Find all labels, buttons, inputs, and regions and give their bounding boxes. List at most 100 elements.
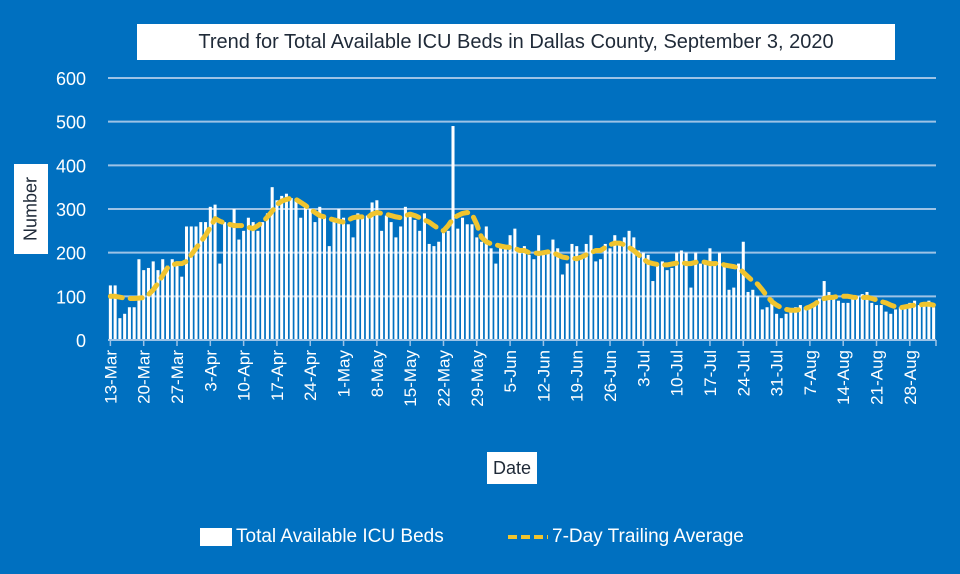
y-axis-label-box: Number [14, 164, 48, 254]
bar [751, 289, 755, 340]
x-tick-label: 22-May [434, 350, 453, 407]
bar [480, 241, 484, 340]
bar [865, 291, 869, 340]
bar [251, 222, 255, 340]
x-tick-label: 17-Jul [701, 350, 720, 396]
bar [346, 224, 350, 340]
bar [522, 246, 526, 340]
legend-bar-swatch [200, 528, 232, 546]
x-tick-label: 13-Mar [101, 350, 120, 404]
bar [908, 302, 912, 340]
bar [337, 209, 341, 340]
bar [413, 219, 417, 340]
bar [518, 250, 522, 340]
bar [798, 305, 802, 340]
bar [327, 246, 331, 340]
bar [170, 259, 174, 340]
bar [889, 313, 893, 340]
bar [556, 248, 560, 340]
y-tick-label: 500 [56, 113, 86, 133]
x-tick-label: 3-Jul [634, 350, 653, 387]
bar [570, 243, 574, 340]
bar [855, 296, 860, 340]
bar [670, 267, 674, 340]
bar [694, 252, 698, 340]
bar [470, 224, 474, 340]
bar [541, 254, 545, 340]
bar [132, 307, 136, 340]
bar [784, 313, 788, 340]
bar [294, 200, 298, 340]
bar [375, 200, 379, 340]
bar [161, 259, 165, 340]
legend-item-average: 7-Day Trailing Average [508, 524, 744, 550]
bar [832, 298, 836, 340]
bars-series [108, 126, 936, 341]
bar [565, 263, 569, 340]
bar [641, 252, 645, 340]
bar [765, 307, 769, 340]
gridlines [108, 77, 936, 298]
legend-line-label: 7-Day Trailing Average [552, 526, 744, 547]
bar [637, 250, 641, 340]
y-tick-label: 400 [56, 156, 86, 176]
bar [499, 243, 503, 340]
bar [399, 226, 403, 340]
legend-bars-label: Total Available ICU Beds [236, 526, 444, 547]
average-line [107, 195, 937, 313]
bar [922, 302, 926, 340]
x-tick-label: 5-Jun [501, 350, 520, 393]
bar [827, 291, 831, 340]
bar [213, 204, 217, 340]
bar [698, 263, 702, 340]
bar [365, 215, 369, 340]
bar [927, 300, 931, 340]
bar [822, 281, 826, 340]
bar [898, 307, 902, 340]
bar [884, 311, 888, 340]
bar [651, 281, 655, 340]
x-tick-label: 8-May [368, 350, 387, 398]
x-tick-label: 12-Jun [534, 350, 553, 402]
x-tick-label: 10-Apr [235, 350, 254, 401]
bar [803, 307, 807, 340]
bar [427, 243, 431, 340]
bar [722, 265, 726, 340]
bar [756, 296, 760, 340]
bar [394, 237, 398, 340]
bar [484, 226, 488, 340]
bar [113, 285, 117, 340]
bar [261, 222, 265, 340]
bar [465, 224, 469, 340]
bar [342, 217, 346, 340]
bar [189, 226, 193, 340]
bar [322, 217, 327, 340]
bar [242, 230, 246, 340]
bar [218, 263, 222, 340]
bar [584, 243, 588, 340]
bar [632, 237, 636, 340]
x-tick-label: 3-Apr [201, 350, 220, 392]
bar [194, 226, 198, 340]
bar [151, 261, 155, 340]
bar [127, 307, 131, 340]
bar [208, 206, 212, 340]
x-tick-label: 17-Apr [268, 350, 287, 401]
bar [613, 235, 617, 340]
bar [123, 313, 127, 340]
bar [575, 246, 579, 340]
bar [684, 252, 688, 340]
bar [879, 305, 883, 340]
bar [275, 200, 279, 340]
x-tick-label: 24-Apr [301, 350, 320, 401]
bar [646, 254, 650, 340]
bar [841, 302, 845, 340]
bar [860, 294, 864, 340]
bar [380, 230, 384, 340]
x-tick-label: 28-Aug [901, 350, 920, 405]
bar [717, 252, 722, 340]
bar [675, 252, 679, 340]
bar [451, 126, 455, 341]
bar [389, 222, 393, 340]
bar [356, 213, 360, 340]
